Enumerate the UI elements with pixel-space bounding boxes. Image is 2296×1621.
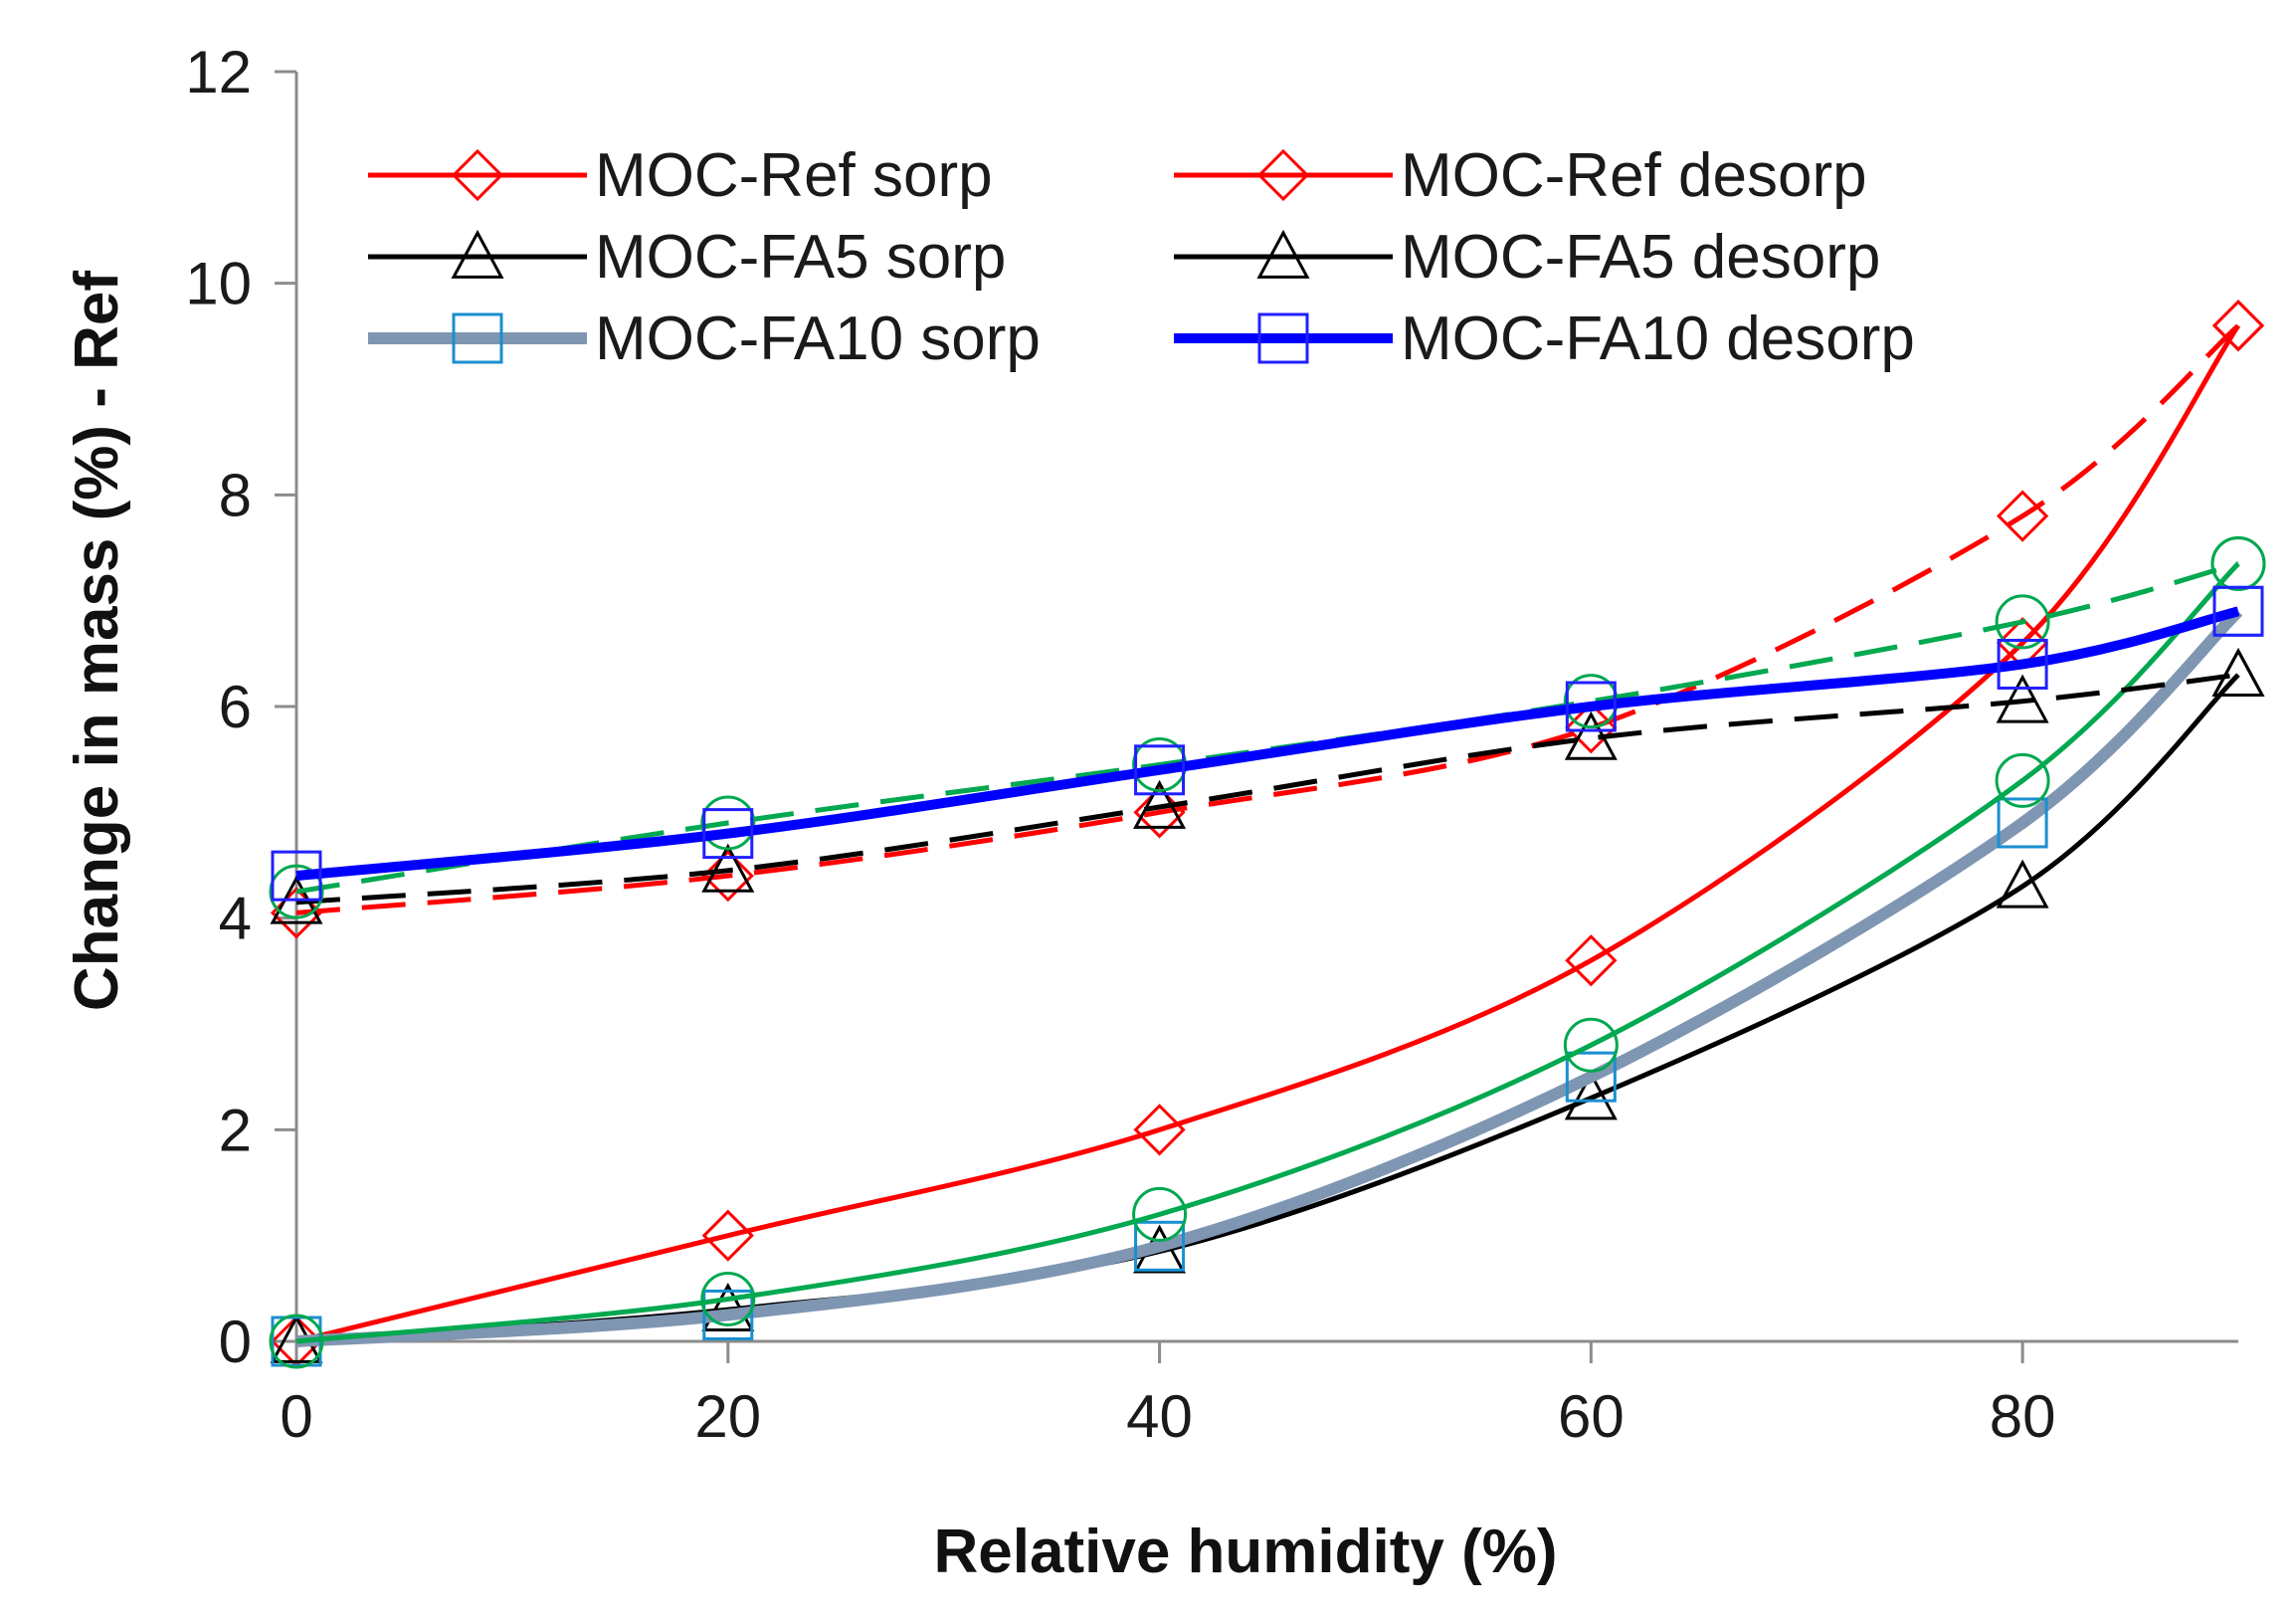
x-axis-title: Relative humidity (%) xyxy=(934,1518,1558,1586)
data-point xyxy=(702,808,754,860)
data-point xyxy=(1565,681,1617,732)
series-line xyxy=(295,561,2239,895)
data-point xyxy=(1996,490,2049,542)
series-line xyxy=(295,323,2241,1344)
legend-item: MOC-Ref desorp xyxy=(1174,141,1867,210)
series-line xyxy=(295,672,2239,906)
data-point xyxy=(2211,647,2265,697)
y-axis-title: Change in mass (%) - Ref xyxy=(63,271,131,1011)
data-point xyxy=(1133,779,1187,829)
legend-label: MOC-FA5 desorp xyxy=(1401,223,1880,292)
data-point xyxy=(2212,585,2264,637)
data-point xyxy=(1134,744,1186,796)
data-point xyxy=(1996,674,2049,723)
data-point xyxy=(701,843,755,893)
data-point xyxy=(702,1289,754,1340)
data-point xyxy=(1133,1104,1186,1156)
legend-label: MOC-Ref desorp xyxy=(1401,141,1867,210)
axes: 0 2 4 6 8 10 12 0 20 40 60 80 xyxy=(185,39,2238,1450)
legend-item: MOC-FA5 desorp xyxy=(1174,223,1880,292)
series-line xyxy=(295,673,2240,1344)
data-point xyxy=(701,1209,754,1262)
y-tick-label: 2 xyxy=(219,1097,252,1163)
data-point xyxy=(2210,535,2266,591)
series-line xyxy=(295,606,2240,882)
x-tick-label: 80 xyxy=(1990,1383,2056,1450)
legend-marker xyxy=(1256,148,1310,202)
data-point xyxy=(1997,638,2048,690)
series-line xyxy=(295,561,2240,1344)
x-tick-label: 0 xyxy=(280,1383,312,1450)
data-point xyxy=(1996,859,2049,909)
series-moc-fa10-desorp xyxy=(271,585,2264,902)
legend-item: MOC-FA5 sorp xyxy=(368,223,1006,292)
data-point xyxy=(2211,300,2265,352)
legend: MOC-Ref sorp MOC-Ref desorp MOC-FA5 sorp MO… xyxy=(368,141,1915,373)
data-point xyxy=(1134,1220,1186,1272)
data-point xyxy=(2211,647,2265,697)
y-tick-label: 10 xyxy=(185,251,252,317)
data-point xyxy=(1564,1071,1618,1120)
series-line xyxy=(295,607,2243,1347)
series-layer xyxy=(269,300,2266,1369)
data-point xyxy=(1995,752,2050,808)
y-tick-label: 0 xyxy=(219,1309,252,1375)
data-point xyxy=(271,850,322,902)
data-point xyxy=(700,795,756,851)
legend-marker xyxy=(452,312,503,364)
data-point xyxy=(1564,710,1618,760)
y-tick-label: 4 xyxy=(219,886,252,952)
series-moc-ref-desorp xyxy=(270,300,2265,939)
legend-marker xyxy=(451,148,504,202)
series-line xyxy=(295,323,2240,915)
data-point xyxy=(1563,1017,1619,1073)
data-point xyxy=(700,1271,756,1326)
y-tick-label: 12 xyxy=(185,39,252,105)
data-point xyxy=(1997,797,2048,849)
data-point xyxy=(701,850,754,903)
legend-label: MOC-Ref sorp xyxy=(595,141,993,210)
legend-label: MOC-FA5 sorp xyxy=(595,223,1006,292)
y-tick-label: 8 xyxy=(219,462,252,528)
data-point xyxy=(1995,594,2050,650)
legend-marker xyxy=(1256,229,1310,279)
legend-marker xyxy=(1257,312,1309,364)
y-tick-label: 6 xyxy=(219,674,252,740)
data-point xyxy=(1132,1186,1188,1242)
legend-item: MOC-FA10 sorp xyxy=(368,304,1041,373)
series-moc-fa5-desorp xyxy=(270,647,2265,924)
data-point xyxy=(1565,934,1618,987)
legend-label: MOC-FA10 sorp xyxy=(595,304,1041,373)
x-tick-label: 40 xyxy=(1126,1383,1193,1450)
legend-item: MOC-Ref sorp xyxy=(368,141,993,210)
legend-label: MOC-FA10 desorp xyxy=(1401,304,1915,373)
data-point xyxy=(1565,1051,1617,1103)
series-moc-ref-sorp xyxy=(270,300,2265,1368)
x-tick-label: 20 xyxy=(694,1383,761,1450)
data-point xyxy=(269,864,324,919)
series-unlabeled-6 xyxy=(269,535,2266,1369)
legend-item: MOC-FA10 desorp xyxy=(1174,304,1915,373)
x-tick-label: 60 xyxy=(1558,1383,1625,1450)
data-point xyxy=(269,1314,324,1369)
legend-marker xyxy=(451,229,504,279)
